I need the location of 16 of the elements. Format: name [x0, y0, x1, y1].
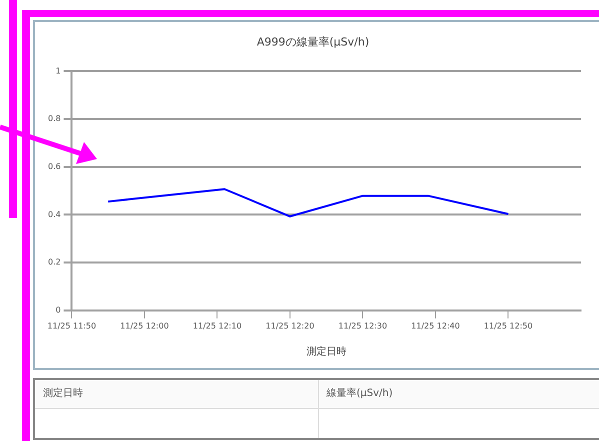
y-tick-label: 0.6 [48, 162, 61, 171]
table: 測定日時 線量率(μSv/h) [33, 378, 599, 440]
x-tick-label: 11/25 12:20 [266, 321, 314, 330]
chart-title: A999の線量率(μSv/h) [256, 35, 370, 48]
x-tick-label: 11/25 12:50 [484, 321, 533, 330]
y-tick-label: 0.4 [48, 210, 61, 219]
y-tick-label: 0.2 [48, 258, 61, 267]
x-tick-label: 11/25 12:40 [411, 321, 460, 330]
x-tick-label: 11/25 12:10 [192, 321, 242, 330]
x-tick-label: 11/25 11:50 [47, 321, 96, 330]
y-tick-label: 0 [56, 305, 61, 314]
x-tick-label: 11/25 12:00 [120, 321, 169, 330]
y-tick-label: 0.8 [48, 114, 61, 124]
x-tick-label: 11/25 12:30 [338, 321, 388, 330]
x-axis-title: 測定日時 [306, 346, 346, 358]
y-tick-label: 1 [56, 66, 61, 76]
